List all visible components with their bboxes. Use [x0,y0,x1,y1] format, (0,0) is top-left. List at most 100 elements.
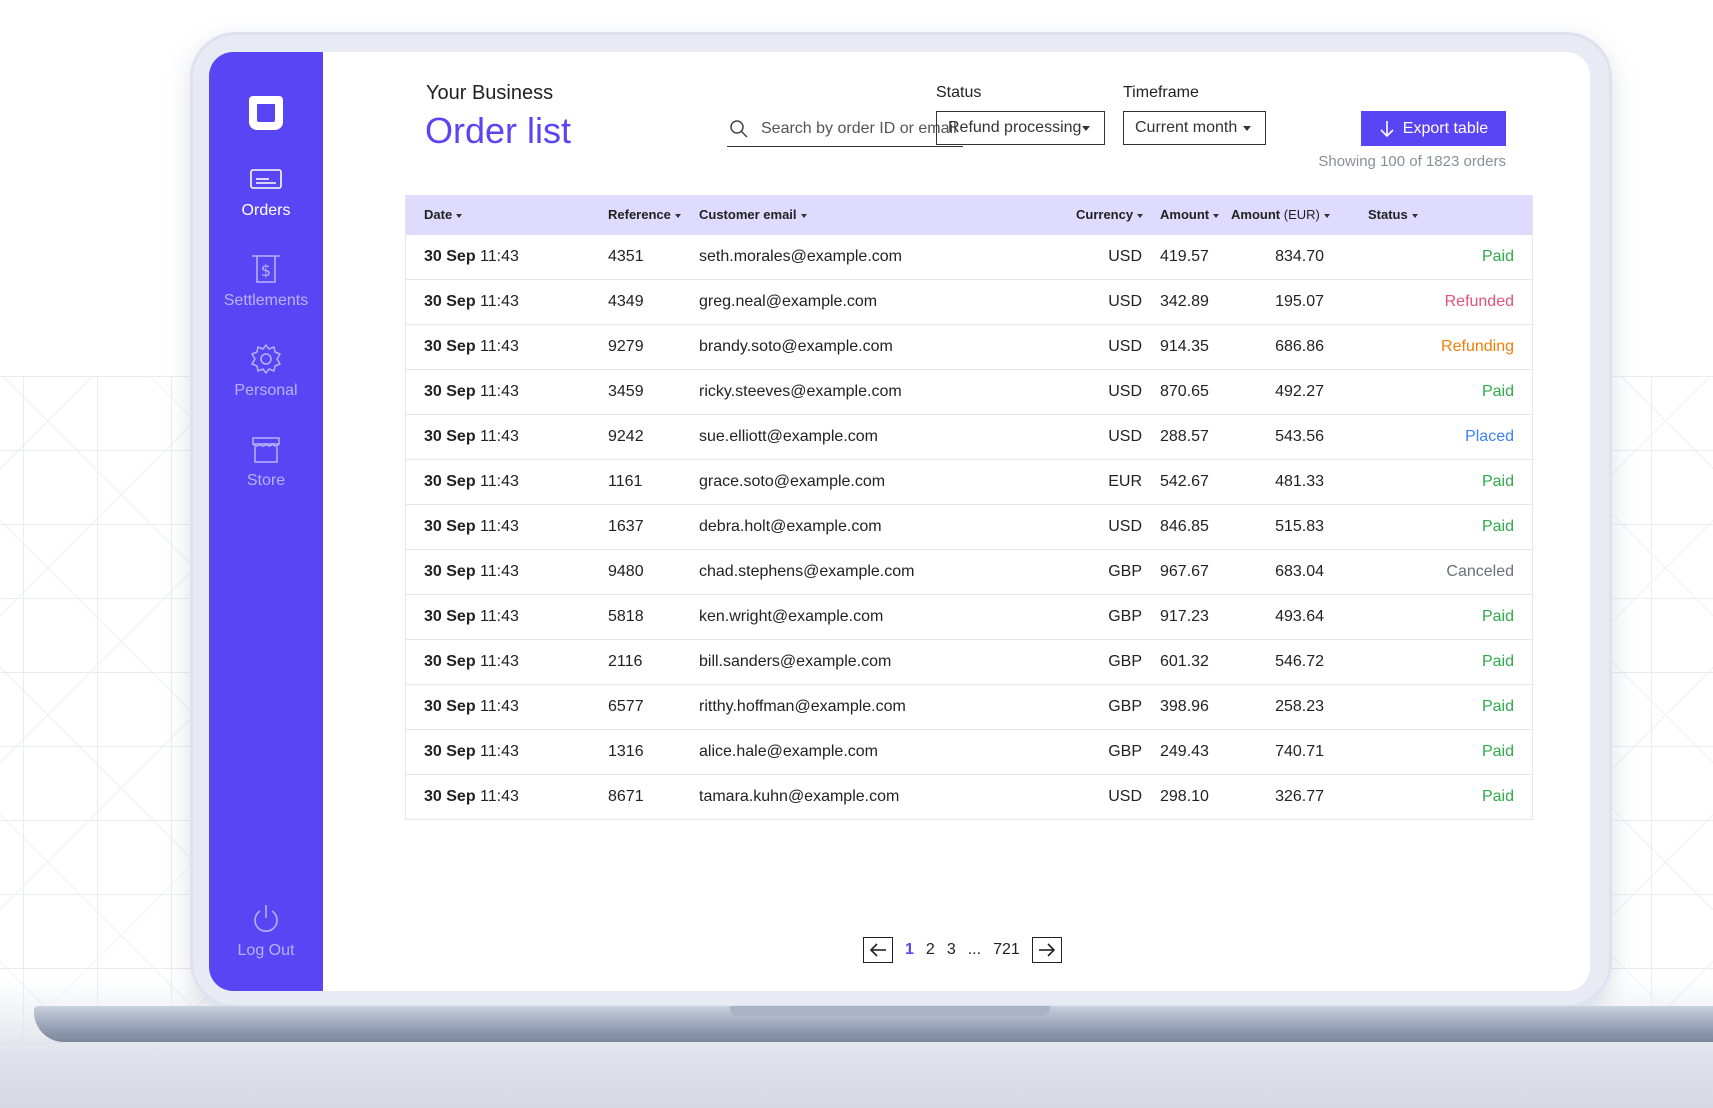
cell-reference: 1161 [608,473,643,490]
page-link-3[interactable]: 3 [946,941,956,958]
cell-date: 30 Sep 11:43 [424,235,519,279]
export-table-button[interactable]: Export table [1361,111,1506,146]
timeframe-select-value: Current month [1135,119,1238,136]
table-row[interactable]: 30 Sep 11:43 1316 alice.hale@example.com GB… [406,729,1532,774]
cell-status: Paid [1481,518,1514,535]
cell-reference: 9279 [608,338,644,355]
cell-status: Paid [1481,608,1514,625]
logout-button[interactable]: Log Out [209,902,323,960]
cell-amount: 249.43 [1160,743,1209,760]
sidebar-item-store[interactable]: Store [209,432,323,490]
cell-amount-eur: 326.77 [1275,788,1324,805]
cell-currency: EUR [1108,473,1142,490]
col-header-email[interactable]: Customer email [699,195,807,235]
sidebar-item-orders[interactable]: Orders [209,162,323,220]
cell-date-time: 11:43 [480,653,519,670]
cell-amount-eur: 493.64 [1275,608,1324,625]
page-link-1[interactable]: 1 [905,941,914,958]
card-icon [250,169,282,189]
cell-email: greg.neal@example.com [699,293,878,310]
cell-date-time: 11:43 [480,338,519,355]
cell-reference: 4351 [608,248,644,265]
table-row[interactable]: 30 Sep 11:43 9242 sue.elliott@example.com U… [406,414,1532,459]
cell-date: 30 Sep 11:43 [424,550,519,594]
table-row[interactable]: 30 Sep 11:43 3459 ricky.steeves@example.co… [406,369,1532,414]
cell-amount: 342.89 [1160,293,1209,310]
table-row[interactable]: 30 Sep 11:43 9279 brandy.soto@example.com U… [406,324,1532,369]
search-bar[interactable] [727,112,963,147]
sidebar-item-label: Settlements [223,292,309,309]
cell-currency: USD [1108,383,1142,400]
cell-amount: 870.65 [1160,383,1209,400]
table-header-row: Date Reference Customer email Currency A… [406,195,1532,235]
cell-status: Placed [1465,428,1514,445]
cell-date-time: 11:43 [480,428,519,445]
cell-amount-eur: 546.72 [1275,653,1324,670]
sort-caret-icon [1213,213,1220,218]
cell-date: 30 Sep 11:43 [424,280,519,324]
cell-email: ken.wright@example.com [699,608,884,625]
cell-date: 30 Sep 11:43 [424,505,519,549]
cell-date-day: 30 Sep [424,518,476,535]
sidebar-item-personal[interactable]: Personal [209,342,323,400]
col-header-status[interactable]: Status [1368,195,1418,235]
table-row[interactable]: 30 Sep 11:43 8671 tamara.kuhn@example.com U… [406,774,1532,819]
table-row[interactable]: 30 Sep 11:43 4349 greg.neal@example.com USD… [406,279,1532,324]
storefront-icon [252,437,280,463]
prev-page-button[interactable] [863,937,893,963]
cell-currency: GBP [1108,743,1142,760]
cell-status: Paid [1481,743,1514,760]
next-page-button[interactable] [1031,937,1062,963]
cell-status: Canceled [1446,563,1514,580]
cell-email: chad.stephens@example.com [699,563,915,580]
svg-text:$: $ [261,261,271,280]
cell-currency: USD [1108,338,1142,355]
cell-date: 30 Sep 11:43 [424,640,519,684]
search-input[interactable] [759,119,963,139]
page-link-2[interactable]: 2 [925,941,935,958]
col-header-amount[interactable]: Amount [1160,195,1220,235]
cell-currency: GBP [1108,653,1142,670]
col-header-reference[interactable]: Reference [608,195,681,235]
arrow-left-icon [869,943,886,957]
table-row[interactable]: 30 Sep 11:43 4351 seth.morales@example.com… [406,235,1532,279]
cell-amount: 914.35 [1160,338,1209,355]
export-label: Export table [1402,119,1489,137]
cell-reference: 4349 [608,293,644,310]
page-link-last[interactable]: 721 [993,941,1020,958]
cell-status: Refunded [1444,293,1514,310]
sidebar-item-label: Personal [234,382,298,399]
status-select[interactable]: Refund processing [936,111,1105,145]
cell-status: Paid [1481,473,1514,490]
table-row[interactable]: 30 Sep 11:43 9480 chad.stephens@example.co… [406,549,1532,594]
cell-amount: 298.10 [1160,788,1209,805]
cell-date-day: 30 Sep [424,653,476,670]
cell-status: Paid [1481,698,1514,715]
cell-amount-eur: 195.07 [1275,293,1324,310]
cell-amount: 398.96 [1160,698,1209,715]
cell-currency: GBP [1108,563,1142,580]
cell-status: Paid [1481,788,1514,805]
cell-status: Paid [1481,383,1514,400]
sidebar-item-label: Store [246,472,286,489]
table-row[interactable]: 30 Sep 11:43 1161 grace.soto@example.com EU… [406,459,1532,504]
cell-email: bill.sanders@example.com [699,653,892,670]
table-row[interactable]: 30 Sep 11:43 6577 ritthy.hoffman@example.c… [406,684,1532,729]
col-header-date[interactable]: Date [424,195,463,235]
cell-amount: 419.57 [1160,248,1209,265]
table-row[interactable]: 30 Sep 11:43 5818 ken.wright@example.com GB… [406,594,1532,639]
logout-label: Log Out [237,942,295,959]
cell-status: Refunding [1441,338,1514,355]
cell-date-time: 11:43 [480,248,519,265]
business-name: Your Business [426,82,554,104]
arrow-right-icon [1038,943,1055,957]
sidebar-item-label: Orders [241,202,291,219]
status-select-value: Refund processing [948,119,1082,136]
sidebar-item-settlements[interactable]: $ Settlements [209,252,323,310]
table-row[interactable]: 30 Sep 11:43 2116 bill.sanders@example.com… [406,639,1532,684]
col-header-amount-eur[interactable]: Amount (EUR) [1231,195,1330,235]
col-header-currency[interactable]: Currency [1076,195,1144,235]
cell-reference: 8671 [608,788,644,805]
table-row[interactable]: 30 Sep 11:43 1637 debra.holt@example.com US… [406,504,1532,549]
timeframe-select[interactable]: Current month [1123,111,1266,145]
